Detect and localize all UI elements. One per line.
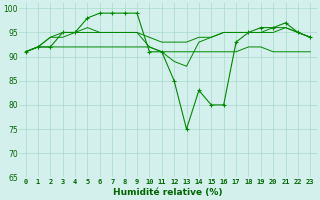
- X-axis label: Humidité relative (%): Humidité relative (%): [113, 188, 223, 197]
